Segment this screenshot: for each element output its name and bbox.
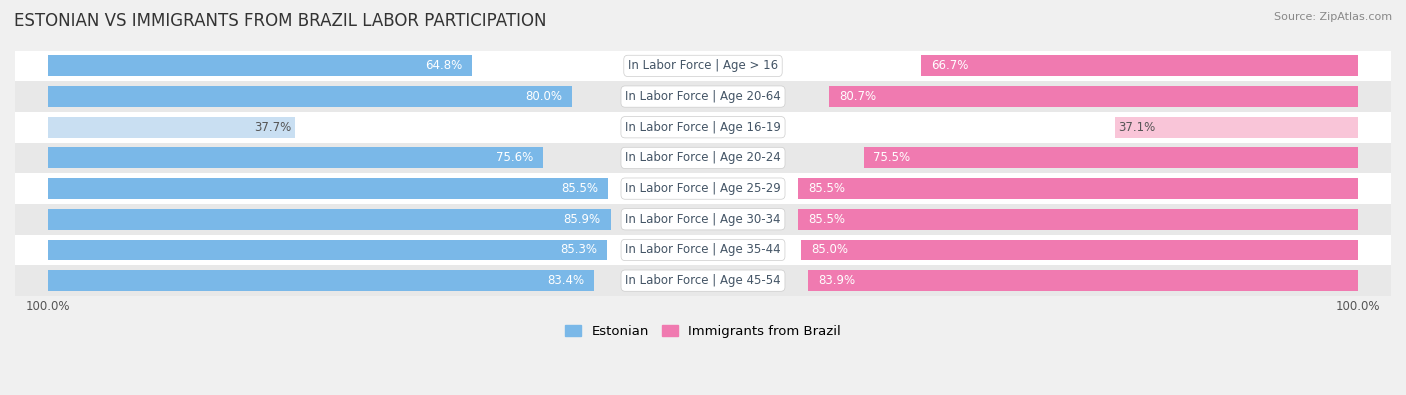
Bar — [830, 86, 1358, 107]
Text: 85.0%: 85.0% — [811, 243, 848, 256]
Text: ESTONIAN VS IMMIGRANTS FROM BRAZIL LABOR PARTICIPATION: ESTONIAN VS IMMIGRANTS FROM BRAZIL LABOR… — [14, 12, 547, 30]
Text: 64.8%: 64.8% — [425, 59, 463, 72]
Bar — [15, 265, 1391, 296]
Bar — [48, 178, 607, 199]
Text: 83.4%: 83.4% — [547, 274, 585, 287]
Bar — [1115, 117, 1358, 138]
Bar — [799, 209, 1358, 230]
Bar — [48, 270, 595, 291]
Bar — [801, 239, 1358, 260]
Bar — [48, 55, 472, 76]
Text: 85.3%: 85.3% — [560, 243, 598, 256]
Text: 80.7%: 80.7% — [839, 90, 876, 103]
Bar — [921, 55, 1358, 76]
Text: 66.7%: 66.7% — [931, 59, 969, 72]
Bar — [48, 209, 610, 230]
Bar — [48, 117, 295, 138]
Bar — [48, 239, 606, 260]
Text: 83.9%: 83.9% — [818, 274, 855, 287]
Bar — [48, 86, 572, 107]
Text: 75.6%: 75.6% — [496, 151, 533, 164]
Bar — [15, 51, 1391, 81]
Text: 85.5%: 85.5% — [808, 182, 845, 195]
Bar — [15, 204, 1391, 235]
Text: 85.5%: 85.5% — [561, 182, 598, 195]
Text: 85.5%: 85.5% — [808, 213, 845, 226]
Text: In Labor Force | Age 35-44: In Labor Force | Age 35-44 — [626, 243, 780, 256]
Bar — [808, 270, 1358, 291]
Bar — [15, 112, 1391, 143]
Bar — [15, 173, 1391, 204]
Text: 75.5%: 75.5% — [873, 151, 911, 164]
Bar — [863, 147, 1358, 168]
Text: In Labor Force | Age 25-29: In Labor Force | Age 25-29 — [626, 182, 780, 195]
Text: In Labor Force | Age 45-54: In Labor Force | Age 45-54 — [626, 274, 780, 287]
Bar — [48, 147, 543, 168]
Text: 37.1%: 37.1% — [1118, 121, 1156, 134]
Text: 85.9%: 85.9% — [564, 213, 600, 226]
Text: In Labor Force | Age 20-64: In Labor Force | Age 20-64 — [626, 90, 780, 103]
Text: In Labor Force | Age > 16: In Labor Force | Age > 16 — [628, 59, 778, 72]
Bar — [15, 143, 1391, 173]
Legend: Estonian, Immigrants from Brazil: Estonian, Immigrants from Brazil — [560, 320, 846, 343]
Text: In Labor Force | Age 20-24: In Labor Force | Age 20-24 — [626, 151, 780, 164]
Bar — [15, 81, 1391, 112]
Text: Source: ZipAtlas.com: Source: ZipAtlas.com — [1274, 12, 1392, 22]
Text: 37.7%: 37.7% — [254, 121, 291, 134]
Text: In Labor Force | Age 30-34: In Labor Force | Age 30-34 — [626, 213, 780, 226]
Text: In Labor Force | Age 16-19: In Labor Force | Age 16-19 — [626, 121, 780, 134]
Bar — [15, 235, 1391, 265]
Bar — [799, 178, 1358, 199]
Text: 80.0%: 80.0% — [524, 90, 562, 103]
